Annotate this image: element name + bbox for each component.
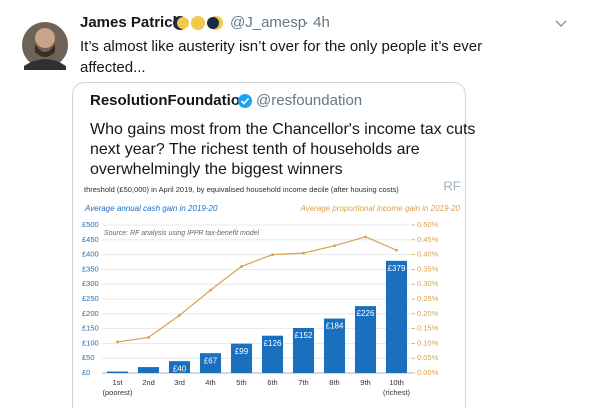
- bar: [385, 260, 408, 373]
- y2-tick-label: 0.35%: [417, 264, 439, 273]
- handle[interactable]: @J_amesp: [230, 14, 306, 31]
- x-tick-label: 3rd: [174, 378, 185, 387]
- author-name[interactable]: James Patrick: [80, 14, 182, 31]
- bar: [168, 361, 191, 373]
- value-label: £67: [204, 356, 218, 365]
- y2-tick-label: 0.15%: [417, 324, 439, 333]
- quote-text: next year? The richest tenth of househol…: [90, 141, 420, 158]
- bar: [292, 328, 315, 373]
- y-tick-label: £300: [82, 279, 99, 288]
- y-tick-label: £200: [82, 309, 99, 318]
- logo: RF: [443, 178, 460, 193]
- y-tick-label: £150: [82, 324, 99, 333]
- chart: threshold (£50,000) in April 2019, by eq…: [73, 178, 465, 408]
- quote-text: overwhelmingly the biggest winners: [90, 161, 343, 178]
- y2-axis-label: Average proportional income gain in 2019…: [299, 204, 460, 213]
- line-marker: [116, 340, 119, 344]
- x-tick-label: 4th: [205, 378, 215, 387]
- line-marker: [333, 244, 336, 248]
- value-label: £152: [295, 331, 313, 340]
- y2-tick-label: 0.05%: [417, 353, 439, 362]
- line-marker: [364, 235, 367, 239]
- line-marker: [395, 248, 398, 252]
- avatar[interactable]: [22, 22, 68, 70]
- y2-tick-label: 0.25%: [417, 294, 439, 303]
- menu-chevron[interactable]: [555, 20, 567, 28]
- timestamp[interactable]: · 4h: [304, 14, 330, 31]
- y2-tick-label: 0.00%: [417, 368, 439, 377]
- line-marker: [271, 253, 274, 256]
- bar: [137, 367, 160, 373]
- quote-handle: @resfoundation: [256, 92, 362, 109]
- verified-check: [240, 97, 250, 105]
- x-tick-sublabel: (poorest): [102, 388, 133, 397]
- x-tick-label: 10th: [389, 378, 404, 387]
- source-note: Source: RF analysis using IPPR tax-benef…: [104, 230, 260, 237]
- bar: [261, 335, 284, 373]
- bar: [199, 353, 222, 373]
- emoji: [173, 16, 223, 30]
- value-label: £226: [357, 309, 375, 318]
- bar: [230, 343, 253, 373]
- y-tick-label: £100: [82, 338, 99, 347]
- y2-tick-label: 0.45%: [417, 235, 439, 244]
- y2-tick-label: 0.30%: [417, 279, 439, 288]
- x-tick-label: 8th: [329, 378, 339, 387]
- y-tick-label: £500: [82, 220, 99, 229]
- value-label: £99: [235, 347, 249, 356]
- line-marker: [209, 288, 212, 292]
- x-tick-label: 1st: [112, 378, 123, 387]
- tweet-text: It’s almost like austerity isn’t over fo…: [80, 38, 482, 55]
- y2-tick-label: 0.10%: [417, 338, 439, 347]
- y-tick-label: £250: [82, 294, 99, 303]
- x-tick-label: 9th: [360, 378, 370, 387]
- x-tick-label: 6th: [267, 378, 277, 387]
- y2-tick-label: 0.40%: [417, 250, 439, 259]
- x-tick-label: 2nd: [142, 378, 155, 387]
- x-tick-sublabel: (richest): [383, 388, 411, 397]
- verified-badge: [238, 94, 252, 108]
- y-axis-label: Average annual cash gain in 2019-20: [84, 204, 218, 213]
- x-tick-label: 7th: [298, 378, 308, 387]
- bar: [354, 306, 377, 373]
- value-label: £379: [388, 264, 406, 273]
- value-label: £184: [326, 322, 344, 331]
- bar: [106, 371, 129, 373]
- line-marker: [147, 336, 150, 339]
- value-label: £40: [173, 364, 187, 373]
- y2-tick-label: 0.50%: [417, 220, 439, 229]
- quote-author: ResolutionFoundation: [90, 92, 249, 109]
- line: [117, 236, 397, 343]
- y-tick-label: £350: [82, 264, 99, 273]
- line-marker: [240, 265, 243, 268]
- y-tick-label: £0: [82, 368, 90, 377]
- y-tick-label: £450: [82, 235, 99, 244]
- y-tick-label: £50: [82, 353, 95, 362]
- bar: [323, 318, 346, 373]
- quote-text: Who gains most from the Chancellor's inc…: [90, 121, 475, 138]
- line-marker: [302, 251, 305, 255]
- line-marker: [178, 313, 181, 317]
- tweet-text: affected...: [80, 59, 146, 76]
- value-label: £126: [264, 339, 282, 348]
- chart-subtitle: threshold (£50,000) in April 2019, by eq…: [84, 185, 399, 194]
- y-tick-label: £400: [82, 250, 99, 259]
- y2-tick-label: 0.20%: [417, 309, 439, 318]
- x-tick-label: 5th: [236, 378, 246, 387]
